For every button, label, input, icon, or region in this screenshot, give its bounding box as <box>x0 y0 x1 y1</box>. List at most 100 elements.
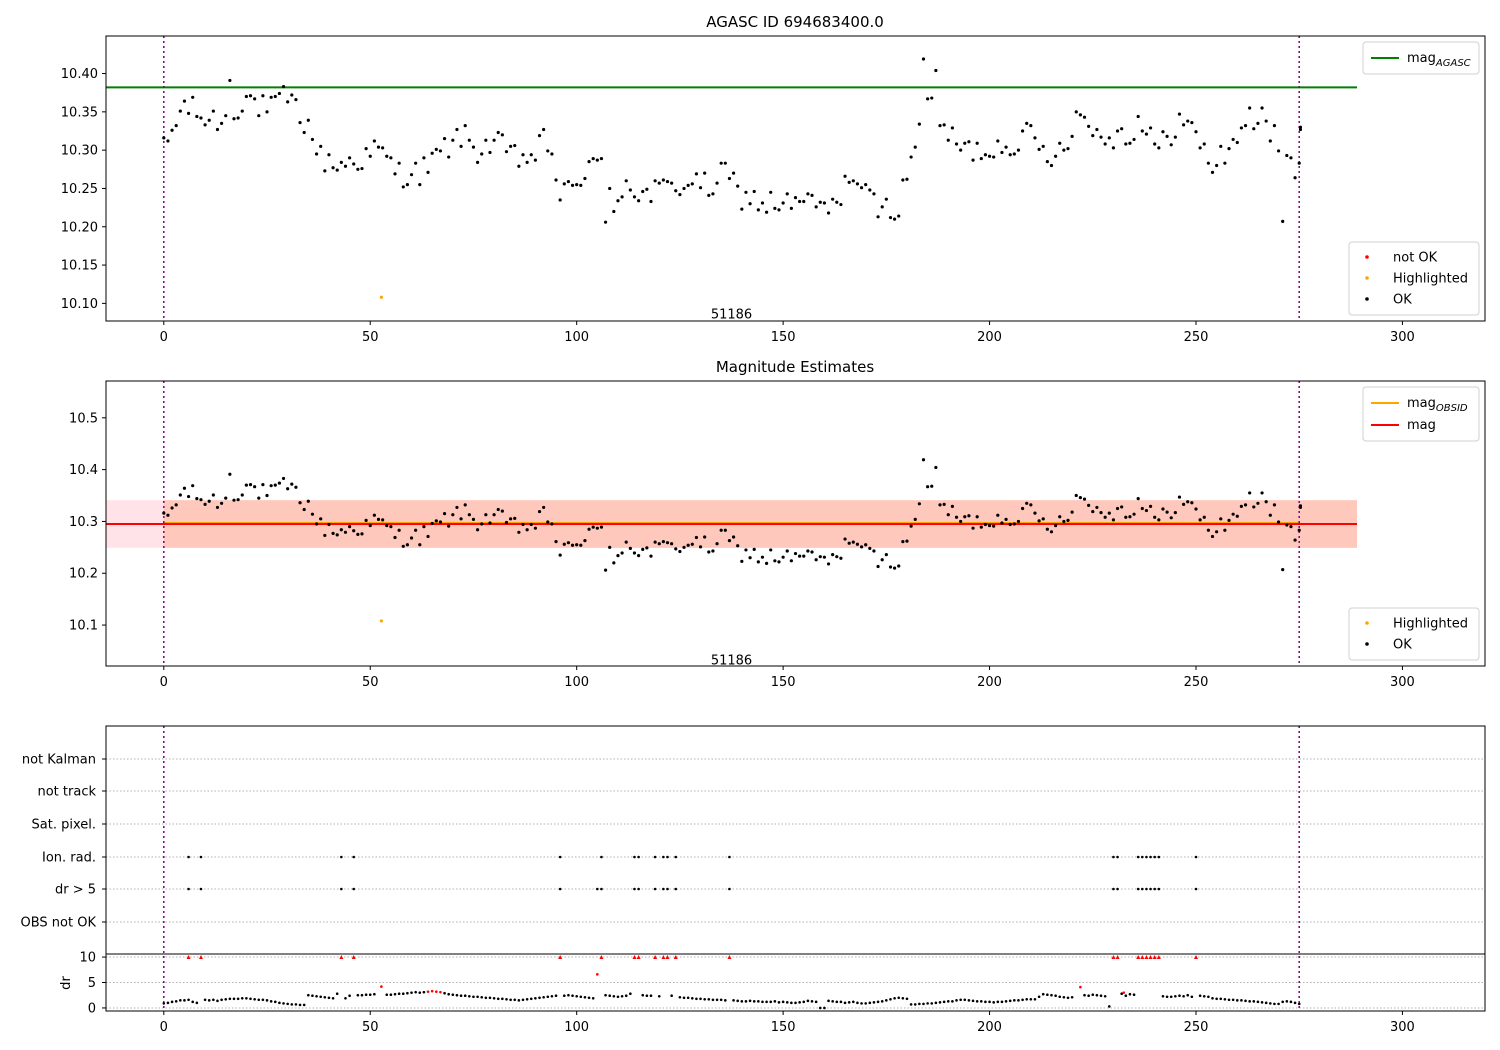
agasc-x-tick-label: 50 <box>362 330 379 345</box>
dr-ok-point <box>290 1003 294 1006</box>
magnitude-ok-point <box>314 522 319 526</box>
magnitude-ok-point <box>500 509 504 513</box>
magnitude-ok-point <box>537 509 542 514</box>
dr-ok-point <box>773 1000 777 1003</box>
agasc-ok-point <box>1190 120 1194 125</box>
magnitude-ok-point <box>261 483 265 487</box>
magnitude-x-tick-label: 50 <box>362 675 379 690</box>
agasc-ok-point <box>876 215 880 219</box>
dr-ok-point <box>988 1000 991 1004</box>
magnitude-ok-point <box>843 537 847 541</box>
magnitude-ok-point <box>228 472 232 476</box>
agasc-ok-point <box>430 151 434 155</box>
dr-ok-point <box>872 1001 876 1004</box>
agasc-ok-point <box>1062 148 1066 152</box>
dr-ok-point <box>360 993 364 997</box>
dr-ok-point <box>348 994 351 998</box>
dr-clipped-marker <box>599 955 604 960</box>
magnitude-ok-point <box>839 556 843 560</box>
dr-ok-point <box>496 997 500 1001</box>
agasc-ok-point <box>719 161 723 165</box>
agasc-ok-point <box>191 95 195 99</box>
agasc-ok-point <box>575 183 579 187</box>
agasc-ok-point <box>579 183 583 187</box>
agasc-ok-point <box>781 201 785 205</box>
magnitude-legend-label: mag <box>1407 418 1436 433</box>
dr-ok-point <box>406 991 409 995</box>
flags-x-tick-label: 0 <box>160 1020 168 1035</box>
magnitude-ok-point <box>1070 510 1074 514</box>
magnitude-ok-point <box>892 566 897 570</box>
dr-ok-point <box>525 997 529 1001</box>
dr-ok-point <box>236 997 240 1001</box>
dr-clipped-marker <box>351 955 356 960</box>
magnitude-ok-point <box>657 542 661 546</box>
dr-ok-point <box>1231 998 1235 1002</box>
magnitude-ok-point <box>533 526 537 530</box>
magnitude-ok-point <box>777 560 781 564</box>
agasc-ok-point <box>905 177 909 181</box>
flag-point <box>187 855 190 859</box>
agasc-ok-point <box>554 178 558 182</box>
agasc-ok-point <box>273 94 277 99</box>
agasc-ok-point <box>277 91 282 96</box>
agasc-ok-point <box>665 179 670 184</box>
dr-ok-point <box>897 996 901 1000</box>
agasc-ok-point <box>467 138 471 142</box>
flag-point <box>187 887 190 891</box>
dr-ok-point <box>860 1002 863 1005</box>
agasc-ok-point <box>393 172 397 176</box>
agasc-ok-point <box>170 128 174 132</box>
dr-ok-point <box>686 996 690 1000</box>
dr-ok-point <box>1244 999 1247 1003</box>
magnitude-ok-point <box>294 485 298 489</box>
dr-ok-point <box>484 996 488 1000</box>
agasc-ok-point <box>484 138 488 142</box>
flag-point <box>1136 855 1140 859</box>
magnitude-ok-point <box>1103 515 1107 519</box>
magnitude-ok-point <box>253 485 257 489</box>
agasc-ok-point <box>1297 161 1301 165</box>
agasc-ok-point <box>1194 130 1198 134</box>
dr-ok-point <box>1091 993 1095 997</box>
agasc-ok-point <box>488 150 492 155</box>
dr-ok-point <box>216 999 219 1003</box>
agasc-ok-point <box>587 160 591 164</box>
flag-point <box>596 887 599 891</box>
magnitude-ok-point <box>1264 500 1268 504</box>
dr-ok-point <box>443 991 446 995</box>
dr-clipped-marker <box>632 955 637 960</box>
magnitude-ok-point <box>566 541 571 545</box>
dr-ok-point <box>1062 995 1066 999</box>
magnitude-ok-point <box>859 545 864 549</box>
dr-ok-point <box>715 998 719 1002</box>
agasc-ok-point <box>542 127 546 132</box>
dr-ok-point <box>790 1001 793 1005</box>
agasc-ok-point <box>1008 153 1012 157</box>
agasc-ok-point <box>616 199 620 203</box>
magnitude-ok-point <box>814 558 818 562</box>
magnitude-ok-point <box>558 553 562 557</box>
flags-x-tick-label: 300 <box>1390 1020 1415 1035</box>
dr-ok-point <box>889 997 892 1001</box>
dr-ok-point <box>724 999 727 1002</box>
magnitude-ok-point <box>897 564 901 568</box>
agasc-legend-label: OK <box>1393 293 1412 308</box>
agasc-ok-point <box>744 190 748 194</box>
dr-ok-point <box>802 1000 806 1004</box>
dr-clipped-marker <box>198 955 203 960</box>
magnitude-ok-point <box>872 549 876 553</box>
dr-ok-point <box>476 995 479 999</box>
dr-ok-point <box>286 1002 289 1006</box>
agasc-ok-point <box>562 182 566 186</box>
flag-point <box>1136 887 1140 891</box>
agasc-ok-point <box>174 124 178 128</box>
dr-ok-point <box>736 999 739 1003</box>
agasc-ok-point <box>583 176 587 181</box>
agasc-ok-point <box>1198 146 1202 150</box>
agasc-ok-point <box>1045 160 1049 164</box>
agasc-ok-point <box>897 214 901 218</box>
dr-ok-point <box>538 996 541 1000</box>
dr-ok-point <box>876 1000 880 1004</box>
agasc-x-tick-label: 200 <box>977 330 1002 345</box>
